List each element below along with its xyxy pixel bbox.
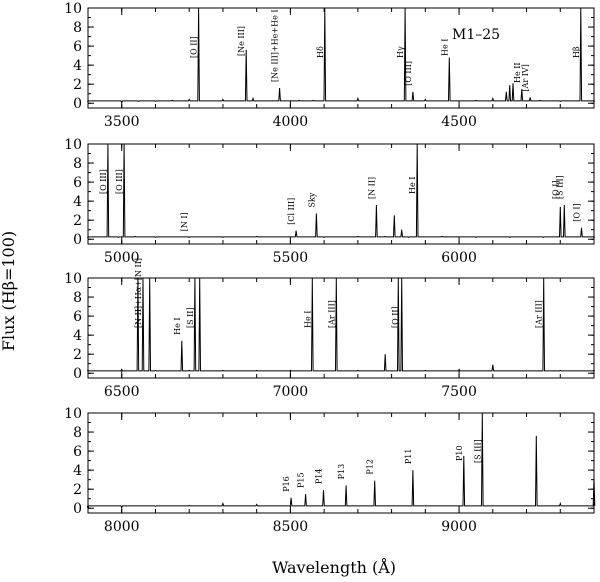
spectrum-line (86, 412, 596, 510)
line-id-label: [N I] (180, 212, 189, 231)
x-tick-label: 3500 (104, 114, 140, 130)
line-id-label: He II (513, 62, 522, 83)
y-tick-label: 6 (73, 309, 82, 325)
y-tick-label: 2 (73, 482, 82, 498)
panel-frame (87, 277, 595, 379)
y-tick-label: 0 (73, 366, 82, 382)
line-id-label: He I (303, 311, 312, 328)
line-id-label: [S III] (473, 439, 482, 463)
x-tick-label: 4000 (273, 114, 309, 130)
x-tick-label: 7000 (273, 384, 309, 400)
panel-3: 0 2 4 6 8 10 6500 7000 7500 [N II]+Hα+[N II] He I [… (64, 258, 596, 400)
y-tick-label: 6 (73, 39, 82, 55)
y-tick-label: 10 (64, 406, 82, 422)
panel-frame (87, 143, 595, 245)
line-id-label: [O III] (404, 61, 413, 86)
line-id-label: He I (173, 317, 182, 334)
line-id-label: [Cl III] (287, 198, 296, 225)
y-tick-label: 4 (73, 58, 82, 74)
line-id-label: [Ne III] (237, 26, 246, 56)
line-id-label: He I (408, 177, 417, 194)
x-tick-label: 6000 (441, 250, 477, 266)
panel-2: 0 2 4 6 8 10 5000 5500 6000 [O III] [O III] [N I] [C… (64, 137, 596, 266)
y-tick-label: 8 (73, 20, 82, 36)
y-tick-label: 6 (73, 444, 82, 460)
line-id-label: P15 (297, 472, 306, 488)
spectrum-line (86, 277, 596, 372)
y-tick-label: 10 (64, 1, 82, 17)
line-id-label: [S II] (186, 307, 195, 328)
x-tick-label: 6500 (104, 384, 140, 400)
x-tick-label: 4500 (441, 114, 477, 130)
y-tick-label: 8 (73, 290, 82, 306)
y-tick-label: 10 (64, 137, 82, 153)
y-tick-label: 6 (73, 175, 82, 191)
y-tick-label: 0 (73, 501, 82, 517)
line-id-label: Sky (307, 192, 316, 207)
line-id-label: [N II] (367, 177, 376, 199)
x-tick-label: 5500 (273, 250, 309, 266)
x-tick-label: 7500 (441, 384, 477, 400)
line-id-label: [Ar IV] (521, 64, 530, 91)
y-axis-title: Flux (Hβ=100) (0, 231, 18, 351)
line-id-label: [O III] (115, 169, 124, 194)
x-tick-label: 5000 (104, 250, 140, 266)
line-id-label: [O I] (551, 180, 560, 199)
line-id-label: P16 (282, 476, 291, 492)
line-id-label: P13 (337, 464, 346, 480)
spectrum-line (86, 143, 596, 238)
line-id-label: Hβ (572, 46, 581, 58)
line-id-label: [Ne III]+He+He I (271, 9, 280, 82)
line-id-label: Hδ (316, 46, 325, 58)
line-id-label: P12 (366, 459, 375, 475)
y-tick-label: 8 (73, 425, 82, 441)
x-tick-label: 8500 (273, 519, 309, 535)
x-axis-title: Wavelength (Å) (272, 557, 396, 577)
y-tick-label: 8 (73, 156, 82, 172)
line-id-label: [O II] (391, 306, 400, 328)
line-id-label: Hγ (396, 46, 405, 58)
line-id-label: P11 (404, 449, 413, 465)
y-tick-label: 10 (64, 271, 82, 287)
panel-frame (87, 7, 595, 109)
y-tick-label: 2 (73, 77, 82, 93)
line-id-label: [Ar III] (535, 300, 544, 328)
spectrum-line (86, 7, 596, 104)
y-tick-label: 4 (73, 194, 82, 210)
line-id-label: [O III] (99, 169, 108, 194)
y-tick-label: 2 (73, 347, 82, 363)
x-tick-label: 8000 (104, 519, 140, 535)
line-id-label: [Ar III] (327, 300, 336, 328)
y-tick-label: 2 (73, 213, 82, 229)
y-tick-label: 0 (73, 232, 82, 248)
panel-1: 0 2 4 6 8 10 3500 4000 4500 [O II] [Ne III] [Ne III… (64, 1, 596, 130)
line-id-label: P10 (455, 445, 464, 461)
panel-frame (87, 412, 595, 514)
line-id-label: P14 (315, 469, 324, 485)
line-id-label: He I (440, 39, 449, 56)
line-id-label: [O I] (573, 203, 582, 222)
y-tick-label: 4 (73, 463, 82, 479)
line-id-label: [N II]+Hα+[N II] (134, 258, 143, 328)
line-id-label: [O II] (190, 36, 199, 58)
object-label: M1–25 (452, 27, 500, 43)
y-tick-label: 0 (73, 96, 82, 112)
panel-4: 0 2 4 6 8 10 8000 8500 9000 P16 P15 P14 P13 P12 P11 P10… (64, 406, 596, 535)
line-id-label: [S III] (555, 175, 564, 199)
x-tick-label: 9000 (441, 519, 477, 535)
y-tick-label: 4 (73, 328, 82, 344)
